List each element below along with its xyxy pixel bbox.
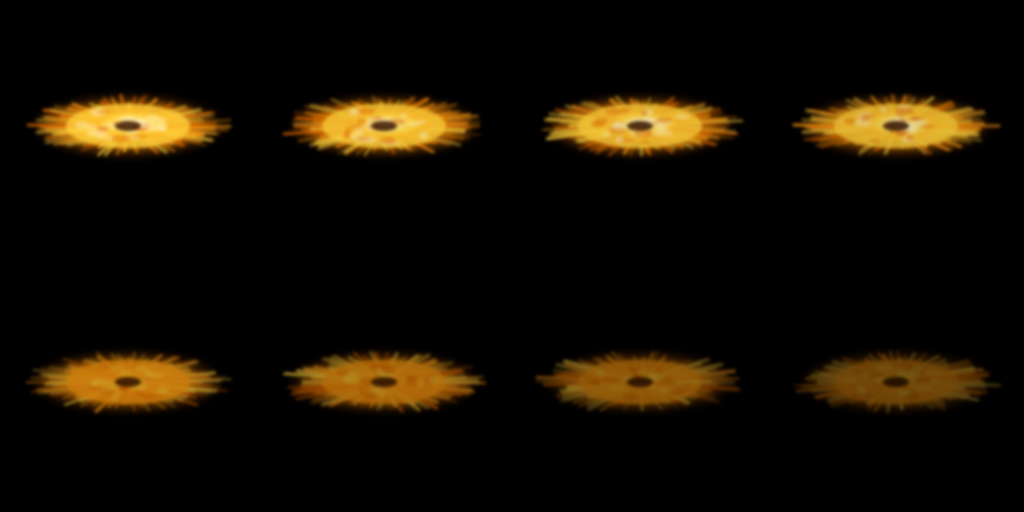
explosion-frame-4 — [768, 0, 1024, 256]
explosion-sprite — [282, 95, 482, 157]
explosion-sprite — [282, 350, 487, 413]
explosion-frame-6 — [256, 256, 512, 512]
explosion-sprite — [25, 351, 232, 413]
explosion-frame-1 — [0, 0, 256, 256]
explosion-sprite — [535, 351, 742, 412]
explosion-frame-3 — [512, 0, 768, 256]
explosion-frame-7 — [512, 256, 768, 512]
explosion-frame-5 — [0, 256, 256, 512]
explosion-frame-2 — [256, 0, 512, 256]
explosion-sprite — [793, 350, 1001, 414]
explosion-sprite — [792, 94, 1001, 156]
explosion-frame-8 — [768, 256, 1024, 512]
explosion-sprite — [26, 93, 232, 157]
explosion-sprite — [540, 95, 744, 157]
